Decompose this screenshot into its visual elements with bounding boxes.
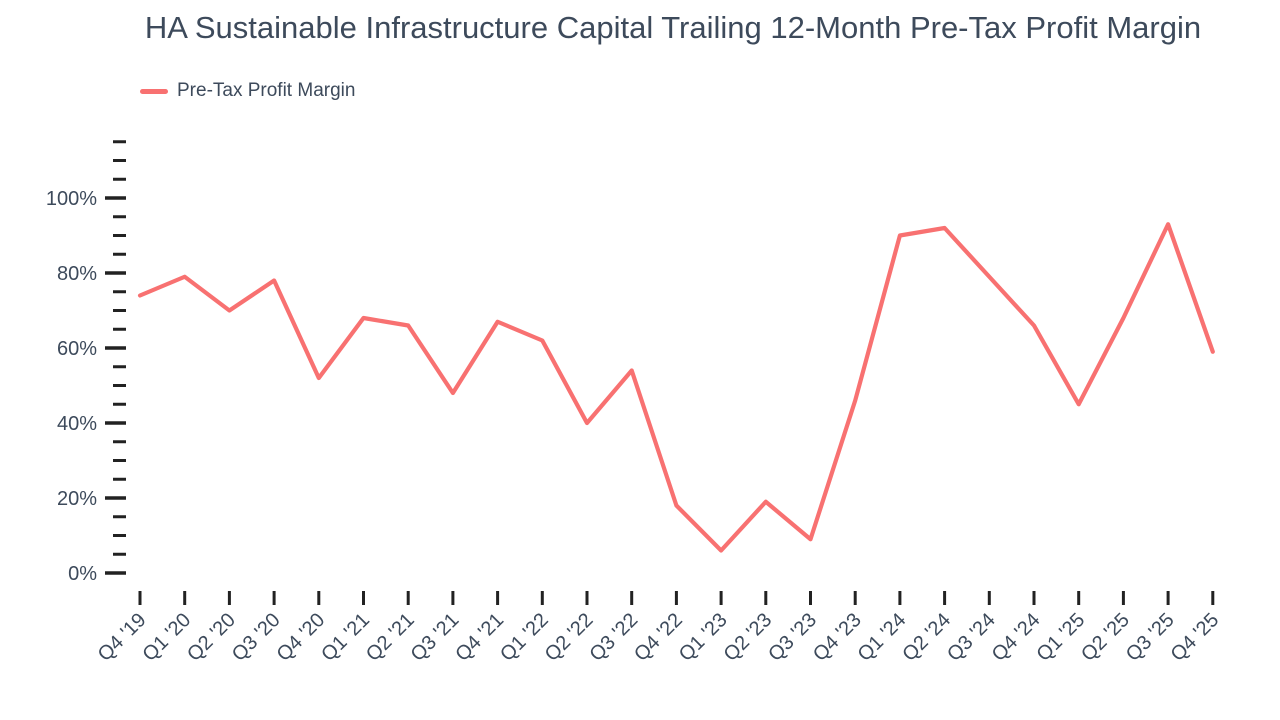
x-tick-label: Q4 '19 [94,609,151,666]
y-tick-label: 40% [57,413,97,435]
x-tick-label: Q3 '22 [585,609,642,666]
legend-line-swatch [140,88,168,94]
x-tick-label: Q1 '24 [854,609,911,666]
x-tick-label: Q2 '23 [720,609,777,666]
x-tick-label: Q3 '23 [764,609,821,666]
y-tick-label: 20% [57,488,97,510]
x-tick-label: Q1 '21 [317,609,374,666]
x-tick-label: Q4 '22 [630,609,687,666]
x-tick-label: Q3 '24 [943,609,1000,666]
legend-label: Pre-Tax Profit Margin [177,80,356,101]
x-tick-label: Q1 '20 [138,609,195,666]
x-tick-label: Q4 '23 [809,609,866,666]
y-tick-label: 80% [57,263,97,285]
x-tick-label: Q4 '25 [1167,609,1224,666]
x-tick-label: Q3 '21 [407,609,464,666]
y-tick-label: 60% [57,338,97,360]
series-line-pre-tax-profit-margin [137,222,1215,553]
x-tick-label: Q1 '23 [675,609,732,666]
y-tick-label: 0% [68,563,97,585]
x-tick-label: Q3 '20 [228,609,285,666]
x-tick-label: Q4 '20 [273,609,330,666]
chart-title: HA Sustainable Infrastructure Capital Tr… [144,10,1202,45]
x-tick-label: Q2 '20 [183,609,240,666]
x-tick-label: Q2 '25 [1077,609,1134,666]
x-tick-label: Q3 '25 [1122,609,1179,666]
x-tick-label: Q4 '24 [988,609,1045,666]
legend: Pre-Tax Profit Margin [140,80,355,102]
x-tick-label: Q1 '22 [496,609,553,666]
x-tick-label: Q4 '21 [451,609,508,666]
x-tick-label: Q1 '25 [1032,609,1089,666]
y-tick-label: 100% [46,188,97,210]
y-axis: 0% 20% 40% 60% 80% 100% [46,140,126,585]
x-tick-label: Q2 '21 [362,609,419,666]
x-tick-label: Q2 '22 [541,609,598,666]
x-tick-label: Q2 '24 [898,609,955,666]
